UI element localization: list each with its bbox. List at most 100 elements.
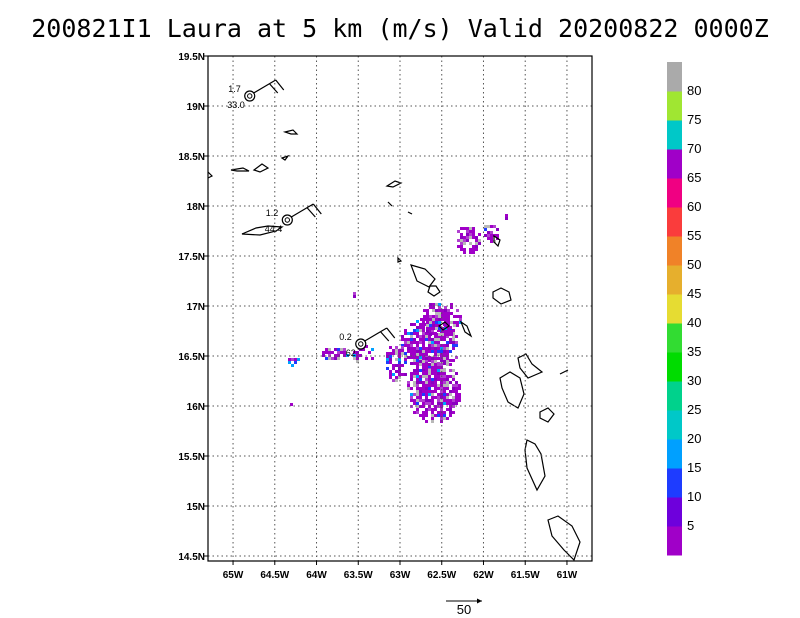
echo-cell <box>334 357 337 360</box>
echo-cell <box>463 242 466 245</box>
echo-cell <box>432 318 435 321</box>
echo-cell <box>484 228 487 231</box>
echo-cell <box>419 387 422 390</box>
echo-cell <box>416 408 419 411</box>
echo-cell <box>423 315 426 318</box>
echo-cell <box>472 236 475 239</box>
echo-cell <box>290 403 293 406</box>
echo-cell <box>463 251 466 254</box>
echo-cell <box>428 347 431 350</box>
echo-cell <box>422 326 425 329</box>
echo-cell <box>431 332 434 335</box>
echo-cell <box>419 414 422 417</box>
echo-cell <box>446 341 449 344</box>
echo-cell <box>389 376 392 379</box>
echo-cell <box>398 364 401 367</box>
echo-cell <box>437 335 440 338</box>
echo-cell <box>426 324 429 327</box>
colorbar-segment <box>667 497 682 527</box>
echo-cell <box>449 402 452 405</box>
echo-cell <box>466 233 469 236</box>
echo-cell <box>410 335 413 338</box>
echo-cell <box>416 329 419 332</box>
echo-cell <box>460 227 463 230</box>
echo-cell <box>425 369 428 372</box>
echo-cell <box>425 338 428 341</box>
echo-cell <box>425 390 428 393</box>
echo-cell <box>331 351 334 354</box>
colorbar-segment <box>667 178 682 208</box>
echo-cell <box>395 370 398 373</box>
echo-cell <box>419 347 422 350</box>
echo-cell <box>419 360 422 363</box>
echo-cell <box>475 239 478 242</box>
chart-title: 200821I1 Laura at 5 km (m/s) Valid 20200… <box>31 14 769 43</box>
echo-cell <box>431 344 434 347</box>
echo-cell <box>447 330 450 333</box>
x-tick-label: 61.5W <box>511 570 540 581</box>
coastline <box>559 369 569 375</box>
echo-cell <box>337 351 340 354</box>
echo-cell <box>425 378 428 381</box>
echo-cell <box>416 320 419 323</box>
echo-cell <box>463 236 466 239</box>
echo-cell <box>413 381 416 384</box>
y-tick-label: 14.5N <box>178 552 205 563</box>
echo-cell <box>453 324 456 327</box>
echo-cell <box>487 234 490 237</box>
echo-cell <box>443 344 446 347</box>
echo-cell <box>422 387 425 390</box>
echo-cell <box>469 227 472 230</box>
coastline <box>499 371 525 409</box>
echo-cell <box>435 309 438 312</box>
y-tick-label: 18N <box>187 202 205 213</box>
echo-cell <box>392 379 395 382</box>
colorbar-segment <box>667 91 682 121</box>
echo-cell <box>353 357 356 360</box>
echo-cell <box>413 341 416 344</box>
colorbar: 5 10 15 20 25 30 35 40 45 50 55 60 65 70 75 80 <box>667 62 701 556</box>
echo-cell <box>404 341 407 344</box>
echo-cell <box>428 369 431 372</box>
echo-cell <box>437 396 440 399</box>
x-tick-label: 62W <box>473 570 494 581</box>
colorbar-label: 80 <box>687 83 701 98</box>
echo-cell <box>446 335 449 338</box>
echo-cell <box>437 350 440 353</box>
echo-cell <box>422 405 425 408</box>
echo-cell <box>328 348 331 351</box>
echo-cell <box>428 359 431 362</box>
echo-cell <box>496 234 499 237</box>
echo-cell <box>353 354 356 357</box>
echo-cell <box>407 341 410 344</box>
echo-cell <box>472 245 475 248</box>
echo-cell <box>416 326 419 329</box>
echo-cell <box>422 350 425 353</box>
echo-cell <box>422 375 425 378</box>
echo-cell <box>438 333 441 336</box>
colorbar-label: 35 <box>687 344 701 359</box>
echo-cell <box>416 378 419 381</box>
echo-cell <box>452 399 455 402</box>
echo-cell <box>340 351 343 354</box>
echo-cell <box>416 405 419 408</box>
echo-cell <box>458 393 461 396</box>
echo-cell <box>450 303 453 306</box>
echo-cell <box>422 344 425 347</box>
echo-cell <box>422 390 425 393</box>
colorbar-label: 20 <box>687 431 701 446</box>
wind-barb-flag <box>380 331 390 342</box>
echo-cell <box>446 353 449 356</box>
echo-cell <box>365 357 368 360</box>
echo-cell <box>449 399 452 402</box>
echo-cell <box>419 378 422 381</box>
echo-cell <box>343 351 346 354</box>
echo-cell <box>449 350 452 353</box>
echo-cell <box>395 376 398 379</box>
colorbar-label: 45 <box>687 286 701 301</box>
echo-cell <box>410 399 413 402</box>
x-tick-label: 64W <box>306 570 327 581</box>
echo-cell <box>425 335 428 338</box>
colorbar-segment <box>667 236 682 266</box>
echo-cell <box>413 353 416 356</box>
